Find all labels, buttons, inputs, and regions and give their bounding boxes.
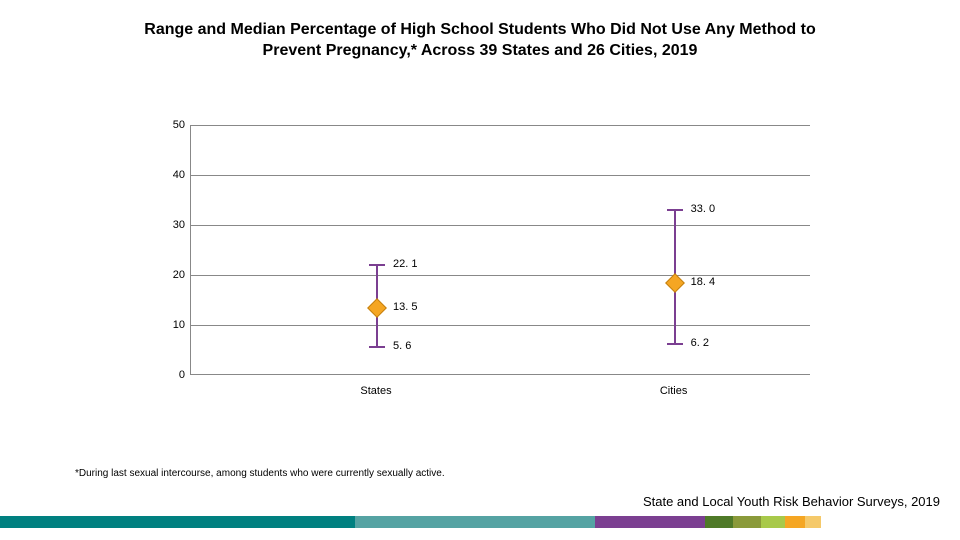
median-marker [367, 298, 387, 318]
footer-segment [761, 516, 785, 528]
y-tick-label: 20 [155, 269, 185, 281]
range-cap-top [667, 209, 683, 211]
y-tick-label: 10 [155, 319, 185, 331]
value-label-min: 5. 6 [393, 340, 411, 352]
y-tick-label: 40 [155, 169, 185, 181]
y-tick-label: 50 [155, 119, 185, 131]
chart-title: Range and Median Percentage of High Scho… [140, 20, 820, 62]
footer-segment [805, 516, 821, 528]
source-citation: State and Local Youth Risk Behavior Surv… [643, 494, 940, 509]
y-tick-label: 30 [155, 219, 185, 231]
chart-plot-area: 22. 1 13. 5 5. 6 33. 0 18. 4 6. 2 [190, 125, 810, 375]
x-category-label: States [360, 385, 391, 397]
footer-segment [733, 516, 761, 528]
footer-segment [355, 516, 595, 528]
median-marker [665, 273, 685, 293]
range-cap-top [369, 264, 385, 266]
range-cap-bottom [667, 343, 683, 345]
footer-segment [595, 516, 705, 528]
value-label-median: 13. 5 [393, 301, 417, 313]
gridline [191, 225, 810, 226]
footer-segment [785, 516, 805, 528]
gridline [191, 275, 810, 276]
value-label-median: 18. 4 [691, 276, 715, 288]
footnote: *During last sexual intercourse, among s… [75, 468, 445, 479]
range-cap-bottom [369, 346, 385, 348]
gridline [191, 125, 810, 126]
footer-segment [705, 516, 733, 528]
value-label-max: 33. 0 [691, 203, 715, 215]
x-category-label: Cities [660, 385, 688, 397]
y-tick-label: 0 [155, 369, 185, 381]
value-label-min: 6. 2 [691, 337, 709, 349]
value-label-max: 22. 1 [393, 258, 417, 270]
gridline [191, 175, 810, 176]
footer-segment [0, 516, 355, 528]
gridline [191, 325, 810, 326]
footer-color-bar [0, 516, 821, 528]
